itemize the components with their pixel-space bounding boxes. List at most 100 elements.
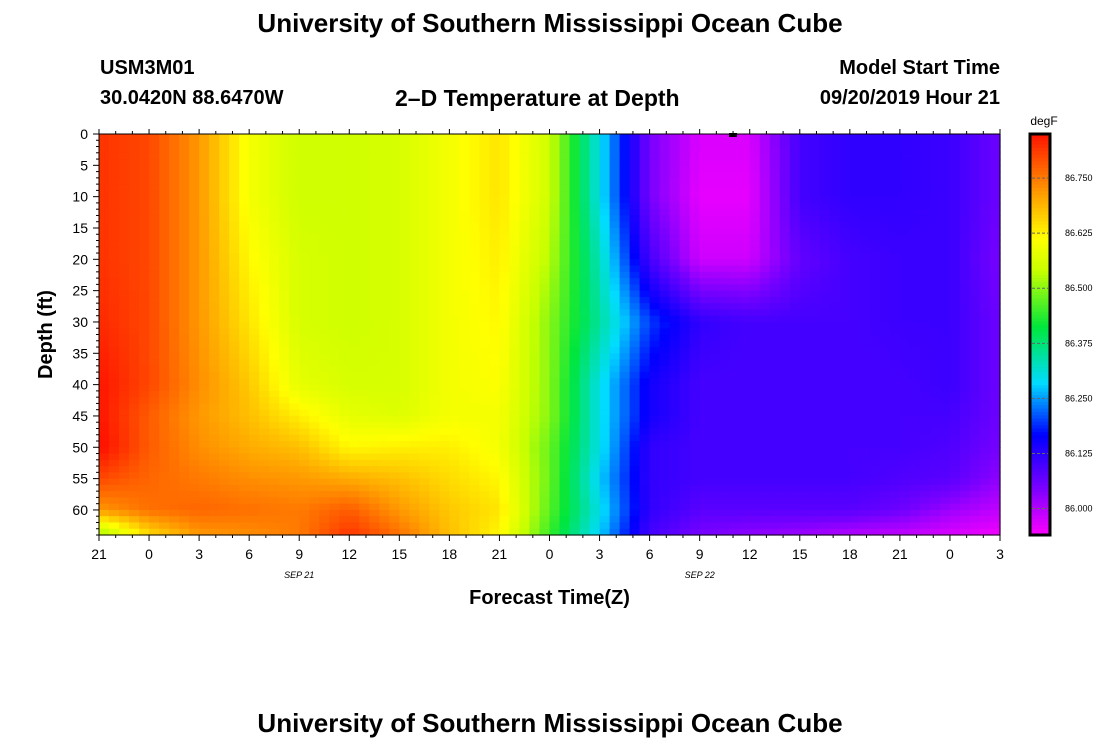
heatmap-cell [169,384,180,392]
heatmap-cell [119,165,130,173]
heatmap-cell [129,453,140,461]
heatmap-cell [99,372,110,379]
heatmap-cell [589,472,601,480]
heatmap-cell [859,347,871,354]
heatmap-cell [459,146,471,154]
heatmap-cell [159,453,170,461]
heatmap-cell [99,140,110,148]
heatmap-cell [149,422,160,430]
heatmap-cell [229,227,240,235]
heatmap-cell [639,390,651,398]
heatmap-cell [759,177,771,185]
heatmap-cell [769,209,781,217]
heatmap-cell [749,134,761,141]
heatmap-cell [839,353,851,361]
heatmap-cell [219,453,230,461]
heatmap-cell [579,215,591,223]
heatmap-cell [149,434,160,442]
heatmap-cell [869,215,881,223]
heatmap-cell [599,146,611,154]
heatmap-cell [669,165,681,173]
heatmap-cell [639,284,651,292]
heatmap-cell [199,221,210,229]
heatmap-cell [729,290,741,298]
heatmap-cell [419,171,430,179]
heatmap-cell [859,334,871,342]
heatmap-cell [329,253,340,260]
heatmap-cell [989,278,1001,285]
heatmap-cell [799,177,811,185]
heatmap-cell [209,146,220,154]
heatmap-cell [189,359,200,367]
heatmap-cell [789,296,801,304]
heatmap-cell [669,409,681,417]
heatmap-cell [199,227,210,235]
heatmap-cell [599,177,611,185]
heatmap-cell [549,271,561,279]
heatmap-cell [679,447,691,455]
heatmap-cell [909,328,921,336]
heatmap-cell [289,478,300,486]
heatmap-cell [199,265,210,273]
heatmap-cell [959,328,971,336]
heatmap-cell [279,378,290,386]
heatmap-cell [769,259,781,267]
heatmap-cell [519,422,531,430]
heatmap-cell [639,290,651,298]
heatmap-cell [779,328,791,336]
heatmap-cell [399,441,410,448]
heatmap-cell [889,441,901,448]
heatmap-cell [929,184,941,191]
heatmap-cell [719,146,731,154]
heatmap-cell [589,434,601,442]
station-id: USM3M01 [100,57,195,79]
heatmap-cell [519,296,531,304]
heatmap-cell [639,159,651,166]
heatmap-cell [669,184,681,191]
heatmap-cell [589,290,601,298]
heatmap-cell [969,140,981,148]
heatmap-cell [659,209,671,217]
heatmap-cell [689,209,701,217]
heatmap-cell [839,403,851,411]
heatmap-cell [299,202,310,210]
heatmap-cell [199,152,210,160]
heatmap-cell [919,459,931,467]
heatmap-cell [759,146,771,154]
heatmap-cell [639,253,651,260]
heatmap-cell [209,296,220,304]
heatmap-cell [679,315,691,323]
heatmap-cell [629,378,641,386]
heatmap-cell [799,466,811,473]
heatmap-cell [439,328,450,336]
heatmap-cell [909,372,921,379]
heatmap-cell [419,184,430,191]
heatmap-cell [539,328,551,336]
heatmap-cell [189,384,200,392]
heatmap-cell [229,315,240,323]
heatmap-cell [529,315,541,323]
heatmap-cell [609,290,621,298]
heatmap-cell [829,177,841,185]
heatmap-cell [399,227,410,235]
heatmap-cell [259,422,270,430]
heatmap-cell [259,447,270,455]
heatmap-cell [109,466,120,473]
heatmap-cell [169,328,180,336]
heatmap-cell [569,140,581,148]
heatmap-cell [749,177,761,185]
heatmap-cell [499,171,511,179]
heatmap-cell [819,146,831,154]
heatmap-cell [479,259,491,267]
heatmap-cell [559,165,571,173]
heatmap-cell [419,403,430,411]
heatmap-cell [469,453,481,461]
heatmap-cell [659,328,671,336]
heatmap-cell [969,215,981,223]
heatmap-cell [539,259,551,267]
heatmap-cell [569,434,581,442]
heatmap-cell [509,259,521,267]
heatmap-cell [319,359,330,367]
heatmap-cell [629,415,641,423]
heatmap-cell [539,384,551,392]
